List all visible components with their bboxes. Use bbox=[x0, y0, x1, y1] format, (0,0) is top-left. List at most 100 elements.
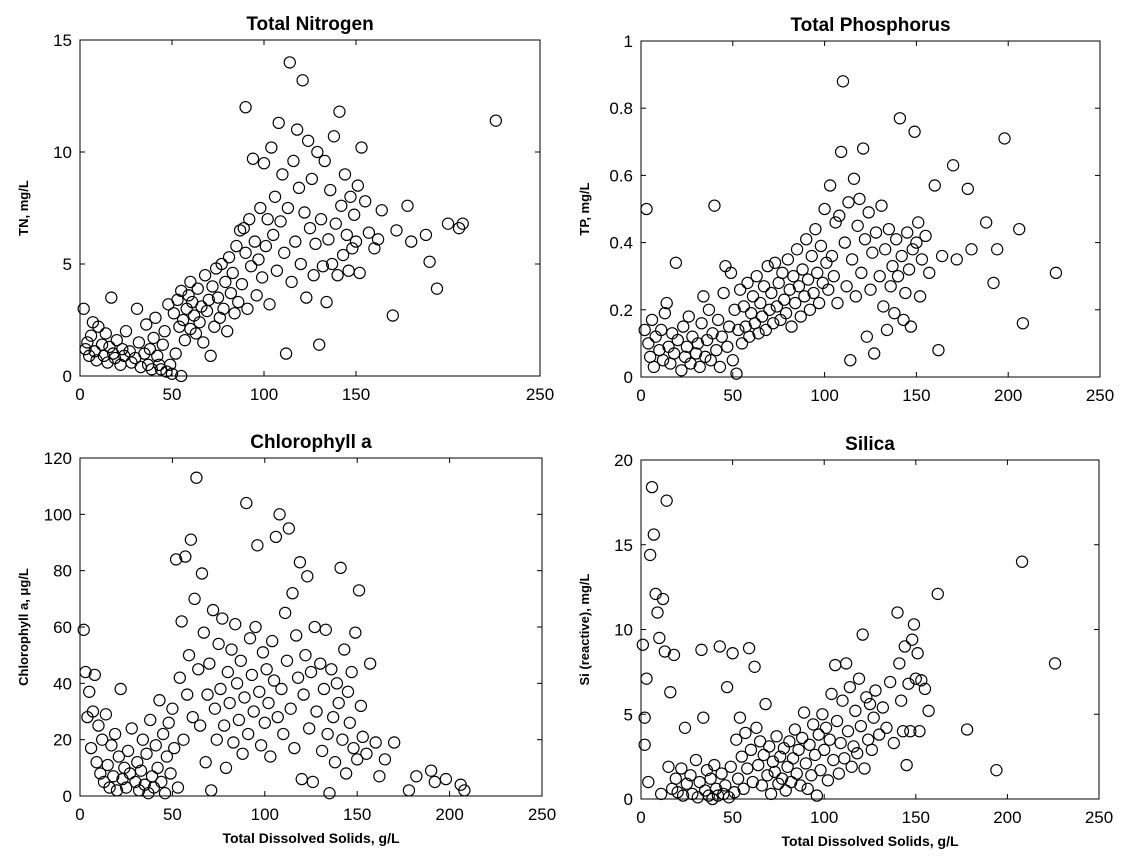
data-point bbox=[932, 343, 945, 357]
data-point bbox=[1016, 317, 1030, 330]
data-point bbox=[255, 271, 269, 284]
data-point bbox=[899, 286, 912, 300]
data-point bbox=[809, 222, 822, 236]
data-point bbox=[230, 239, 243, 253]
panel-silica: Silica 0 50 100 150 200 250 0 5 10 15 20 Si (reactiv… bbox=[577, 434, 1113, 849]
data-point bbox=[349, 235, 363, 248]
data-point bbox=[340, 228, 353, 242]
data-point bbox=[145, 363, 158, 376]
plot-frame bbox=[640, 459, 1100, 800]
data-point bbox=[175, 369, 188, 383]
data-point bbox=[897, 313, 910, 327]
data-point bbox=[291, 671, 305, 684]
data-point bbox=[216, 612, 229, 625]
data-point bbox=[1048, 657, 1062, 670]
data-point bbox=[767, 317, 780, 330]
data-point bbox=[660, 494, 673, 507]
data-point bbox=[919, 229, 932, 243]
data-point bbox=[686, 330, 699, 343]
data-point bbox=[832, 767, 846, 780]
data-point bbox=[236, 747, 249, 760]
data-point bbox=[825, 687, 838, 701]
data-point bbox=[316, 260, 330, 273]
data-point bbox=[387, 736, 401, 749]
data-point bbox=[783, 283, 796, 296]
data-point bbox=[268, 190, 282, 203]
data-point bbox=[783, 735, 796, 748]
data-point bbox=[359, 195, 372, 208]
data-point bbox=[829, 658, 842, 672]
data-point bbox=[792, 280, 806, 293]
data-point bbox=[900, 758, 913, 772]
data-point bbox=[831, 296, 844, 310]
data-point bbox=[208, 702, 222, 715]
data-point bbox=[306, 775, 320, 789]
data-point bbox=[695, 317, 708, 330]
data-point bbox=[99, 327, 112, 340]
y-tick-label: 0.4 bbox=[609, 234, 633, 253]
data-point bbox=[816, 708, 829, 721]
chart-title: Silica bbox=[845, 434, 895, 455]
data-point bbox=[807, 286, 820, 300]
data-point bbox=[311, 145, 324, 159]
x-tick-label: 200 bbox=[435, 805, 463, 824]
data-point bbox=[130, 302, 144, 315]
data-point bbox=[774, 750, 787, 763]
data-point bbox=[662, 760, 675, 773]
data-point bbox=[129, 775, 142, 789]
chart-title: Total Nitrogen bbox=[246, 14, 373, 35]
data-point bbox=[768, 765, 781, 779]
data-point bbox=[759, 697, 772, 711]
data-point bbox=[830, 714, 844, 728]
data-point bbox=[390, 224, 403, 237]
data-point bbox=[121, 744, 135, 758]
data-point bbox=[894, 694, 908, 707]
panel-total-nitrogen: Total Nitrogen 0 50 100 150 250 0 5 10 15 TN, mg/L bbox=[16, 14, 554, 404]
data-point bbox=[841, 725, 855, 738]
data-point bbox=[737, 300, 750, 313]
data-point bbox=[278, 606, 292, 620]
x-tick-label: 250 bbox=[1086, 386, 1114, 405]
panel-total-phosphorus: Total Phosphorus 0 50 100 150 200 250 0 0.2 0.4 0.… bbox=[577, 15, 1114, 405]
y-axis-label: TN, mg/L bbox=[16, 180, 31, 236]
data-point bbox=[180, 302, 193, 315]
data-point bbox=[656, 354, 670, 367]
data-point bbox=[92, 320, 105, 333]
data-point bbox=[303, 221, 317, 235]
data-point bbox=[219, 761, 233, 775]
data-point bbox=[695, 643, 708, 657]
data-point bbox=[293, 556, 307, 569]
data-point bbox=[313, 338, 326, 351]
data-point bbox=[776, 266, 789, 280]
data-point bbox=[217, 719, 231, 732]
y-tick-label: 0 bbox=[63, 367, 72, 386]
data-point bbox=[807, 718, 820, 731]
data-point bbox=[356, 730, 369, 744]
data-point bbox=[375, 204, 388, 217]
data-point bbox=[202, 293, 215, 307]
data-point bbox=[855, 266, 868, 280]
y-tick-label: 0 bbox=[624, 368, 633, 387]
data-point bbox=[905, 633, 919, 646]
data-point bbox=[233, 224, 247, 237]
data-point bbox=[890, 233, 903, 246]
x-tick-label: 150 bbox=[343, 805, 371, 824]
data-point bbox=[896, 725, 910, 738]
data-point bbox=[222, 251, 236, 264]
data-point bbox=[757, 748, 770, 762]
data-point bbox=[192, 663, 205, 676]
data-point bbox=[149, 311, 162, 324]
data-point bbox=[759, 323, 773, 337]
data-point bbox=[138, 778, 151, 791]
data-point bbox=[636, 638, 650, 651]
data-point bbox=[866, 246, 879, 259]
data-point bbox=[658, 306, 672, 320]
data-point bbox=[713, 360, 727, 374]
data-point bbox=[160, 750, 174, 763]
data-point bbox=[746, 775, 759, 789]
data-point bbox=[227, 736, 240, 749]
data-point bbox=[743, 330, 756, 343]
data-point bbox=[669, 256, 683, 269]
data-point bbox=[834, 145, 848, 159]
